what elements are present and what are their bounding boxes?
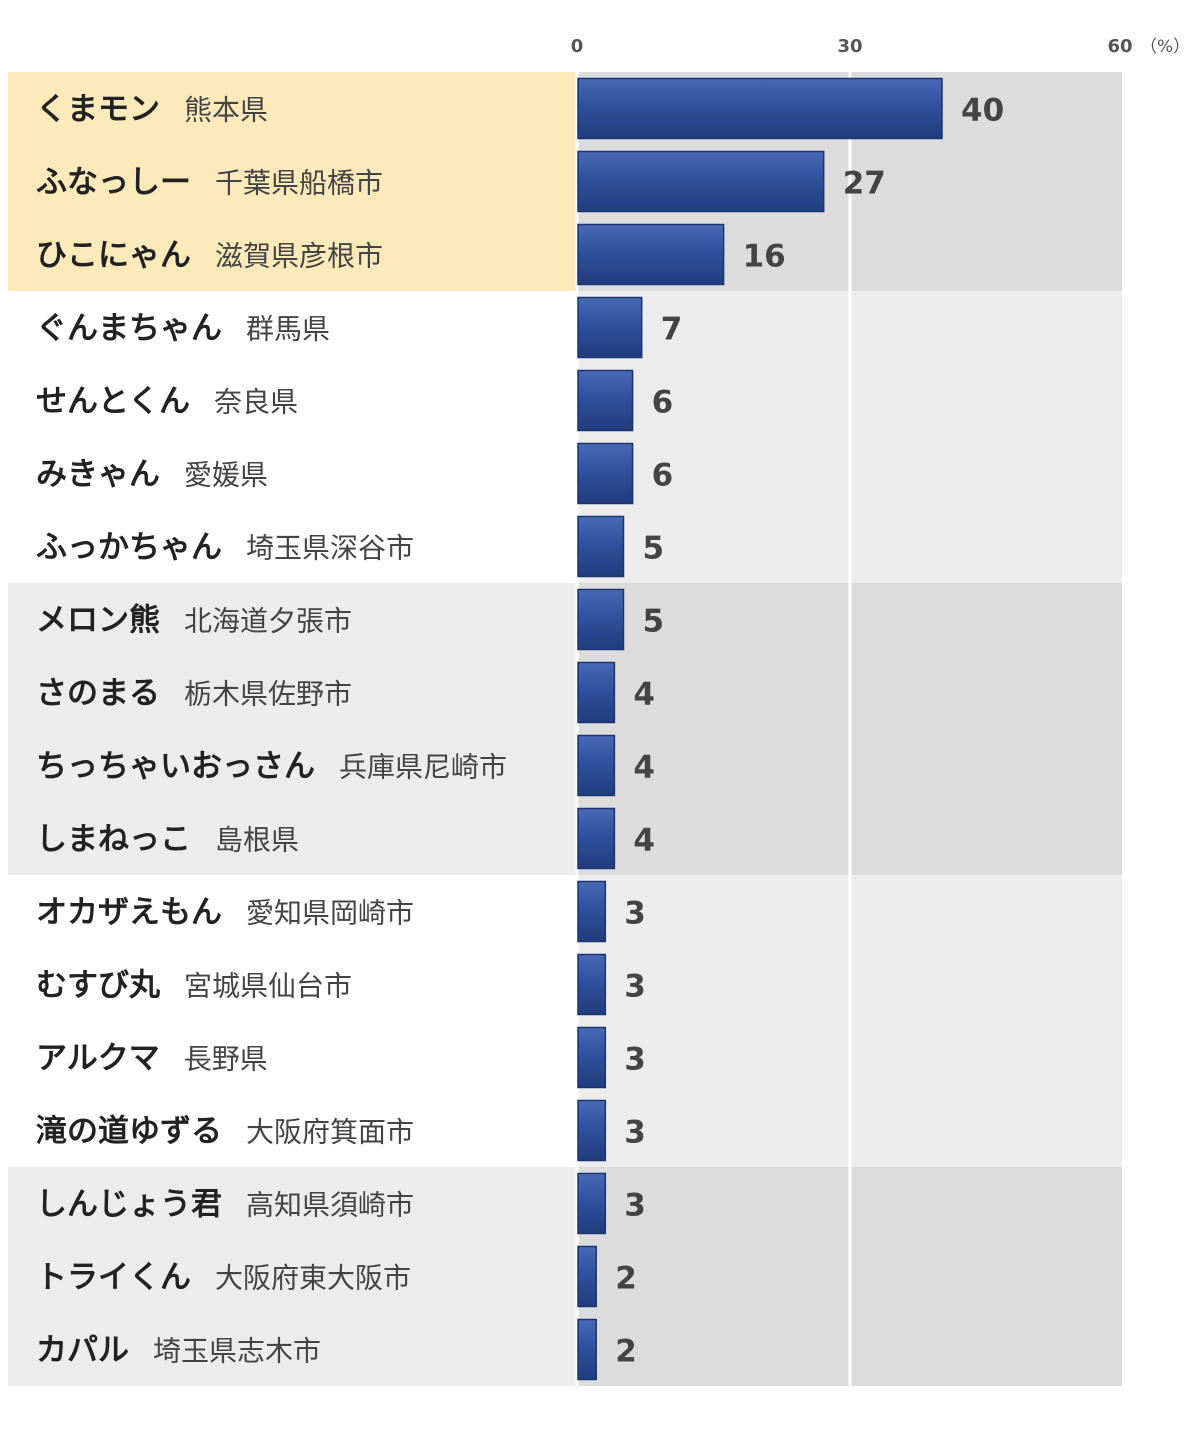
category-name: トライくん [36, 1260, 191, 1296]
bar [577, 734, 616, 797]
category-region: 滋賀県彦根市 [215, 240, 383, 273]
category-name: アルクマ [36, 1041, 160, 1077]
bar [577, 1245, 597, 1308]
category-region: 群馬県 [246, 313, 330, 346]
category-region: 大阪府東大阪市 [215, 1262, 411, 1295]
category-name: ちっちゃいおっさん [36, 749, 315, 785]
category-region: 愛知県岡崎市 [246, 897, 414, 930]
data-label: 4 [633, 823, 655, 859]
bar [577, 1099, 607, 1162]
category-region: 島根県 [215, 824, 299, 857]
row-band-label [8, 1167, 577, 1386]
category-name: むすび丸 [36, 968, 160, 1004]
category-region: 愛媛県 [184, 459, 268, 492]
data-label: 4 [633, 677, 655, 713]
category-region: 千葉県船橋市 [215, 167, 383, 200]
category-name: ぐんまちゃん [36, 311, 222, 347]
category-region: 大阪府箕面市 [246, 1116, 414, 1149]
bar [577, 223, 725, 286]
axis-tick-label: 0 [571, 36, 584, 57]
category-region: 高知県須崎市 [246, 1189, 414, 1222]
category-region: 埼玉県志木市 [153, 1335, 321, 1368]
row-band-label [8, 72, 577, 291]
bar [577, 1172, 607, 1235]
category-region: 北海道夕張市 [184, 605, 352, 638]
bar [577, 880, 607, 943]
bar [577, 515, 625, 578]
category-name: オカザえもん [36, 895, 222, 931]
data-label: 2 [615, 1261, 637, 1297]
data-label: 5 [643, 604, 665, 640]
bar [577, 807, 616, 870]
category-name: メロン熊 [36, 603, 160, 639]
data-label: 3 [624, 1115, 646, 1151]
data-label: 3 [624, 896, 646, 932]
category-name: 滝の道ゆずる [36, 1114, 222, 1150]
bar [577, 150, 825, 213]
row-band-label [8, 583, 577, 875]
data-label: 2 [615, 1334, 637, 1370]
row-band-label [8, 875, 577, 1167]
data-label: 3 [624, 1188, 646, 1224]
bar [577, 1026, 607, 1089]
category-name: しんじょう君 [36, 1187, 222, 1223]
bar [577, 1318, 597, 1381]
category-region: 長野県 [184, 1043, 268, 1076]
data-label: 40 [961, 93, 1004, 129]
category-region: 栃木県佐野市 [184, 678, 352, 711]
bar [577, 953, 607, 1016]
bar [577, 369, 634, 432]
category-region: 熊本県 [184, 94, 268, 127]
category-name: せんとくん [36, 384, 190, 420]
category-name: カパル [36, 1333, 129, 1369]
category-region: 宮城県仙台市 [184, 970, 352, 1003]
category-name: みきゃん [36, 457, 160, 493]
axis-tick-label: 60 [1107, 36, 1132, 57]
bar [577, 77, 943, 140]
data-label: 3 [624, 1042, 646, 1078]
category-name: ひこにゃん [36, 238, 191, 274]
category-name: ふなっしー [36, 165, 191, 201]
category-region: 兵庫県尼崎市 [339, 751, 507, 784]
category-name: くまモン [36, 92, 160, 128]
bar [577, 588, 625, 651]
bar [577, 442, 634, 505]
category-name: さのまる [36, 676, 160, 712]
data-label: 16 [743, 239, 786, 275]
bar [577, 661, 616, 724]
data-label: 27 [843, 166, 886, 202]
data-label: 6 [652, 385, 674, 421]
data-label: 4 [633, 750, 655, 786]
category-name: ふっかちゃん [36, 530, 222, 566]
row-band-label [8, 291, 577, 583]
data-label: 5 [643, 531, 665, 567]
axis-unit-label: （%） [1140, 37, 1185, 57]
category-name: しまねっこ [36, 822, 191, 858]
data-label: 6 [652, 458, 674, 494]
bar [577, 296, 643, 359]
axis-tick-label: 30 [837, 36, 862, 57]
data-label: 7 [661, 312, 683, 348]
category-region: 奈良県 [214, 386, 298, 419]
category-region: 埼玉県深谷市 [246, 532, 414, 565]
data-label: 3 [624, 969, 646, 1005]
